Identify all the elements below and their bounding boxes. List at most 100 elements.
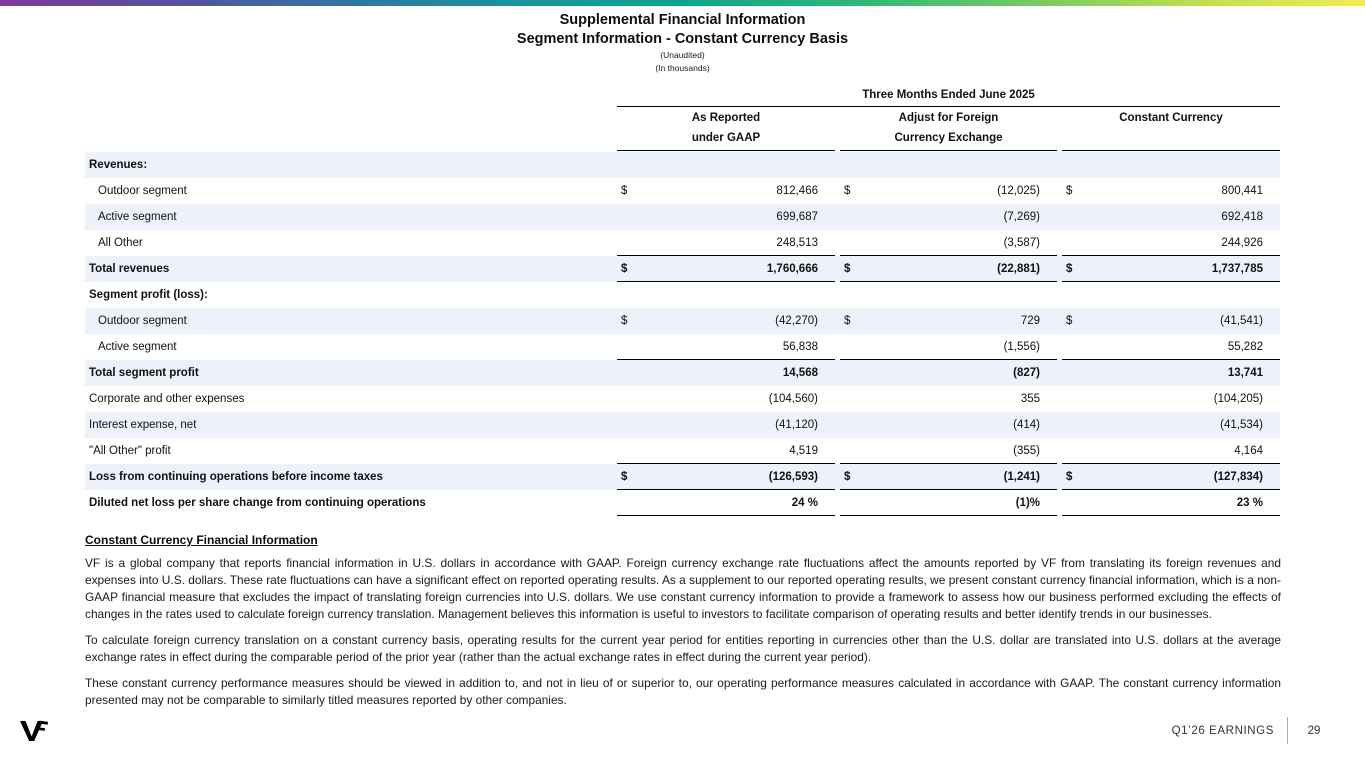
table-row-active-profit: Active segment 56,838 (1,556) 55,282 <box>85 334 1280 360</box>
dollar-sign: $ <box>1066 185 1073 197</box>
row-label: Diluted net loss per share change from c… <box>89 497 426 509</box>
column-header-gaap: As Reported under GAAP <box>617 108 835 151</box>
cell-value: (41,541) <box>1220 315 1263 327</box>
cell-value: (104,205) <box>1213 393 1263 405</box>
cell-constant: 4,164 <box>1062 438 1280 464</box>
cell-value: (41,534) <box>1220 419 1263 431</box>
row-label: Interest expense, net <box>89 419 197 431</box>
cell-value: 4,519 <box>789 444 818 457</box>
table-row-loss-before-taxes: Loss from continuing operations before i… <box>85 464 1280 490</box>
table-row-corporate-expenses: Corporate and other expenses (104,560) 3… <box>85 386 1280 412</box>
column-header-line: Currency Exchange <box>894 132 1003 144</box>
column-header-line: As Reported <box>691 112 761 124</box>
table-row-segment-profit-header: Segment profit (loss): <box>85 282 1280 308</box>
page-subtitle: Segment Information - Constant Currency … <box>516 31 849 47</box>
cell-fx: (3,587) <box>840 230 1057 256</box>
cell-value: 248,513 <box>776 236 818 249</box>
dollar-sign: $ <box>621 315 628 327</box>
notes-paragraph-3: These constant currency performance meas… <box>85 676 1281 707</box>
cell-value: (126,593) <box>768 470 818 483</box>
row-label: Total revenues <box>89 263 170 275</box>
cell-fx: (1,556) <box>840 334 1057 360</box>
table-row-active-revenue: Active segment 699,687 (7,269) 692,418 <box>85 204 1280 230</box>
cell-gaap: 248,513 <box>617 230 835 256</box>
cell-gaap: $ (42,270) <box>617 308 835 334</box>
notes-paragraph-2: To calculate foreign currency translatio… <box>85 633 1281 664</box>
dollar-sign: $ <box>1066 315 1073 327</box>
cell-constant: $800,441 <box>1062 178 1280 204</box>
cell-value: (827) <box>1013 367 1040 379</box>
cell-value: (3,587) <box>1003 236 1040 249</box>
cell-value: 24 % <box>791 496 818 509</box>
cell-gaap: 56,838 <box>617 334 835 360</box>
dollar-sign: $ <box>1066 470 1073 483</box>
column-header-line: Constant Currency <box>1119 112 1223 124</box>
cell-fx <box>840 152 1057 178</box>
cell-value: (1,241) <box>1003 470 1040 483</box>
table-row-outdoor-profit: Outdoor segment $ (42,270) $729 $ (41,541) <box>85 308 1280 334</box>
row-label: "All Other" profit <box>89 445 171 457</box>
cell-fx: 355 <box>840 386 1057 412</box>
cell-constant: 13,741 <box>1062 360 1280 386</box>
table-row-revenues-header: Revenues: <box>85 152 1280 178</box>
cell-constant: $1,737,785 <box>1062 256 1280 282</box>
cell-value: 800,441 <box>1221 185 1263 197</box>
row-label: Active segment <box>98 341 177 353</box>
footer-divider <box>1287 717 1288 744</box>
cell-gaap: $812,466 <box>617 178 835 204</box>
cell-value: (1,556) <box>1003 340 1040 353</box>
table-row-total-segment-profit: Total segment profit 14,568 (827) 13,741 <box>85 360 1280 386</box>
dollar-sign: $ <box>621 262 628 275</box>
notes-paragraph-1: VF is a global company that reports fina… <box>85 556 1281 621</box>
row-label: Total segment profit <box>89 367 199 379</box>
dollar-sign: $ <box>844 185 851 197</box>
vf-logo-icon <box>20 720 50 742</box>
column-header-line: under GAAP <box>691 132 761 144</box>
cell-value: 56,838 <box>782 340 818 353</box>
row-label: All Other <box>98 237 143 249</box>
column-header-constant-currency: Constant Currency <box>1062 108 1280 151</box>
period-header: Three Months Ended June 2025 <box>617 89 1280 107</box>
table-row-interest-expense: Interest expense, net (41,120) (414) (41… <box>85 412 1280 438</box>
cell-fx <box>840 282 1057 308</box>
cell-fx: (827) <box>840 360 1057 386</box>
footer: Q1’26 EARNINGS 29 <box>1172 717 1323 744</box>
cell-fx: $729 <box>840 308 1057 334</box>
cell-gaap: 24 % <box>617 490 835 516</box>
notes-heading: Constant Currency Financial Information <box>85 533 318 547</box>
cell-constant: 244,926 <box>1062 230 1280 256</box>
row-label: Loss from continuing operations before i… <box>89 471 383 483</box>
table-row-total-revenues: Total revenues $1,760,666 $ (22,881) $1,7… <box>85 256 1280 282</box>
cell-value: (127,834) <box>1213 470 1263 483</box>
table-row-all-other-revenue: All Other 248,513 (3,587) 244,926 <box>85 230 1280 256</box>
dollar-sign: $ <box>844 470 851 483</box>
cell-value: 729 <box>1020 315 1040 327</box>
cell-value: (41,120) <box>775 419 818 431</box>
cell-fx: $ (22,881) <box>840 256 1057 282</box>
cell-fx: $ (1,241) <box>840 464 1057 490</box>
dollar-sign: $ <box>621 185 628 197</box>
cell-value: (414) <box>1013 419 1040 431</box>
column-header-line: Adjust for Foreign <box>898 112 999 124</box>
earnings-label: Q1’26 EARNINGS <box>1171 724 1274 737</box>
cell-gaap: $1,760,666 <box>617 256 835 282</box>
cell-constant: (41,534) <box>1062 412 1280 438</box>
cell-fx: (1)% <box>840 490 1057 516</box>
cell-gaap: (104,560) <box>617 386 835 412</box>
cell-gaap <box>617 282 835 308</box>
cell-constant: $ (41,541) <box>1062 308 1280 334</box>
cell-value: (22,881) <box>997 262 1040 275</box>
dollar-sign: $ <box>621 470 628 483</box>
brand-gradient-bar <box>0 0 1365 6</box>
segment-table: Three Months Ended June 2025 As Reported… <box>85 89 1280 516</box>
unaudited-note: (Unaudited) <box>660 50 705 60</box>
cell-value: 23 % <box>1236 496 1263 509</box>
dollar-sign: $ <box>844 315 851 327</box>
row-label: Outdoor segment <box>98 315 187 327</box>
dollar-sign: $ <box>1066 262 1073 275</box>
title-block: Supplemental Financial Information Segme… <box>0 11 1365 75</box>
cell-gaap <box>617 152 835 178</box>
table-row-outdoor-revenue: Outdoor segment $812,466 $ (12,025) $800,… <box>85 178 1280 204</box>
cell-constant: (104,205) <box>1062 386 1280 412</box>
